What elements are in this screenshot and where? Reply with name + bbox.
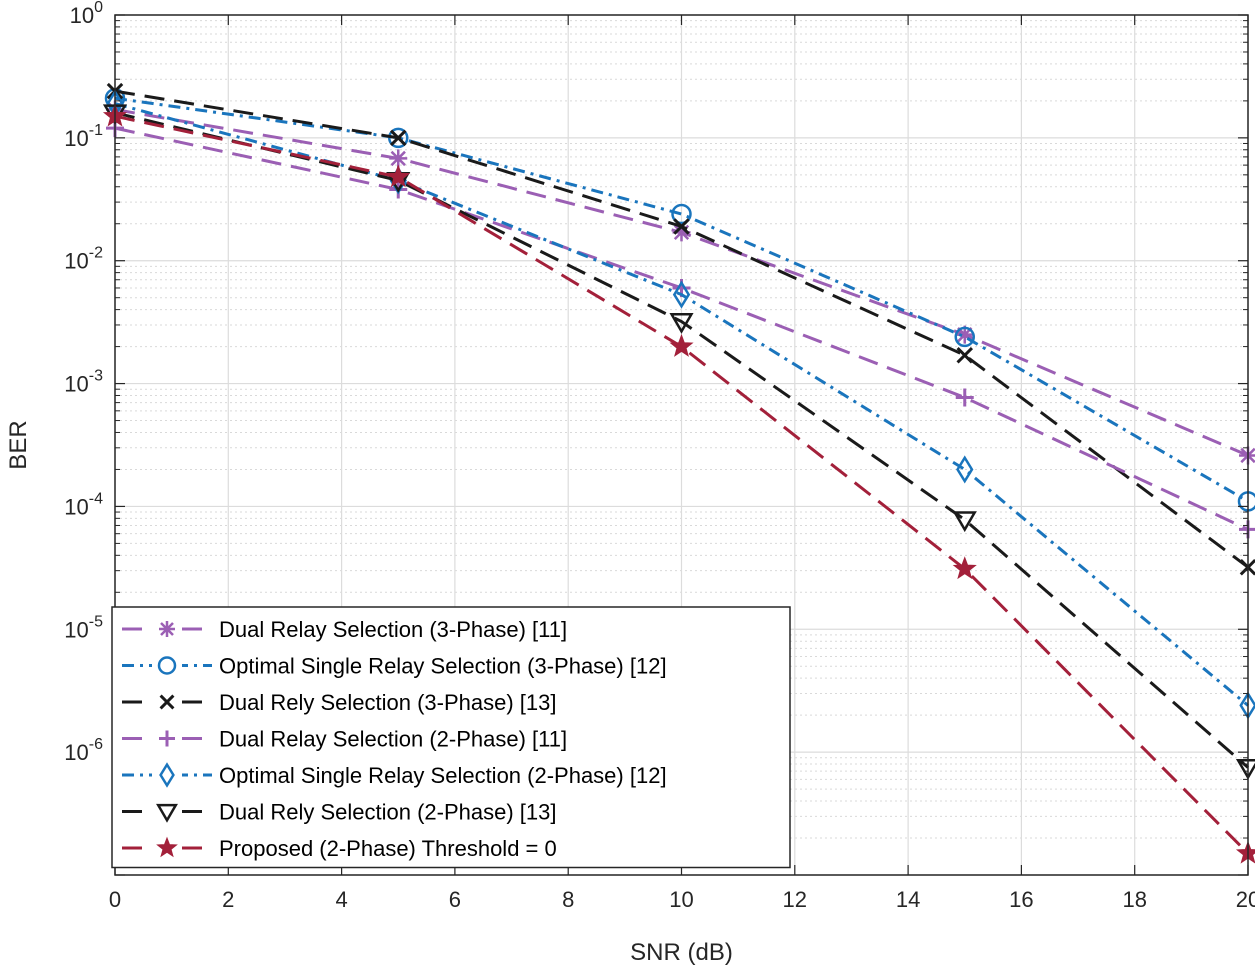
y-axis-label: BER xyxy=(5,420,32,469)
legend-label: Dual Relay Selection (2-Phase) [11] xyxy=(219,727,567,752)
series-3 xyxy=(106,82,1255,576)
x-tick-label: 20 xyxy=(1236,887,1255,912)
series-line xyxy=(114,96,1249,503)
diamond-marker xyxy=(672,280,691,309)
x-tick-label: 2 xyxy=(222,887,234,912)
triangle-down-marker xyxy=(156,803,178,823)
triangle-down-marker xyxy=(1235,759,1255,780)
legend-item: Optimal Single Relay Selection (2-Phase)… xyxy=(122,762,667,788)
legend-box xyxy=(111,606,791,869)
asterisk-marker xyxy=(672,223,691,242)
x-tick-label: 8 xyxy=(562,887,574,912)
plus-marker xyxy=(1239,520,1255,539)
asterisk-marker xyxy=(159,621,175,637)
legend-item: Dual Relay Selection (2-Phase) [11] xyxy=(122,726,567,752)
plus-marker xyxy=(159,730,175,747)
x-marker xyxy=(956,346,974,364)
triangle-down-marker xyxy=(952,511,977,533)
triangle-down-marker xyxy=(669,313,694,334)
diamond-marker xyxy=(956,455,974,484)
y-tick-label: 10-1 xyxy=(64,122,103,151)
tick-labels: 0 2 4 6 8 10 12 14 16 18 20 100 10-1 10-2 10-3 10-4 10-5… xyxy=(64,0,1255,912)
legend: Dual Relay Selection (3-Phase) [11] Optim… xyxy=(111,606,791,869)
x-marker xyxy=(389,129,407,147)
legend-label: Optimal Single Relay Selection (3-Phase)… xyxy=(219,654,667,679)
star-marker xyxy=(952,556,977,580)
star-marker xyxy=(386,164,411,188)
asterisk-marker xyxy=(1239,446,1255,465)
x-tick-label: 18 xyxy=(1122,887,1146,912)
y-tick-label: 10-4 xyxy=(64,490,103,519)
y-tick-label: 10-3 xyxy=(64,368,103,397)
legend-label: Dual Rely Selection (3-Phase) [13] xyxy=(219,690,557,715)
x-tick-label: 14 xyxy=(896,887,920,912)
series-line xyxy=(114,102,1249,707)
x-marker xyxy=(159,694,175,710)
y-tick-label: 10-2 xyxy=(64,245,103,274)
circle-marker xyxy=(157,656,177,675)
plus-marker xyxy=(955,388,974,407)
x-tick-label: 0 xyxy=(109,887,121,912)
x-tick-label: 12 xyxy=(783,887,807,912)
legend-item: Dual Rely Selection (2-Phase) [13] xyxy=(122,799,557,825)
y-tick-label: 100 xyxy=(70,0,103,28)
legend-label: Optimal Single Relay Selection (2-Phase)… xyxy=(219,763,667,788)
legend-item: Proposed (2-Phase) Threshold = 0 xyxy=(122,836,557,861)
legend-item: Dual Relay Selection (3-Phase) [11] xyxy=(122,617,567,642)
series-lines xyxy=(102,82,1255,864)
circle-marker xyxy=(671,203,692,225)
star-marker xyxy=(669,333,694,357)
x-tick-label: 4 xyxy=(335,887,347,912)
legend-label: Dual Rely Selection (2-Phase) [13] xyxy=(219,800,557,825)
x-tick-label: 6 xyxy=(449,887,461,912)
legend-item: Dual Rely Selection (3-Phase) [13] xyxy=(122,690,557,715)
asterisk-marker xyxy=(389,149,408,168)
x-marker xyxy=(673,218,690,235)
circle-marker xyxy=(954,326,975,348)
y-tick-label: 10-5 xyxy=(64,613,103,642)
legend-label: Proposed (2-Phase) Threshold = 0 xyxy=(219,836,557,861)
x-tick-label: 10 xyxy=(669,887,693,912)
x-axis-label: SNR (dB) xyxy=(630,939,733,965)
asterisk-marker xyxy=(955,325,974,344)
diamond-marker xyxy=(159,762,175,788)
series-5 xyxy=(106,89,1255,720)
y-tick-label: 10-6 xyxy=(64,736,103,765)
axis-ticks xyxy=(114,14,1249,876)
legend-marker-bg xyxy=(152,763,182,787)
legend-item: Optimal Single Relay Selection (3-Phase)… xyxy=(122,653,667,679)
circle-marker xyxy=(1237,491,1255,512)
x-tick-label: 16 xyxy=(1009,887,1033,912)
star-marker xyxy=(156,836,178,858)
legend-label: Dual Relay Selection (3-Phase) [11] xyxy=(219,617,567,642)
